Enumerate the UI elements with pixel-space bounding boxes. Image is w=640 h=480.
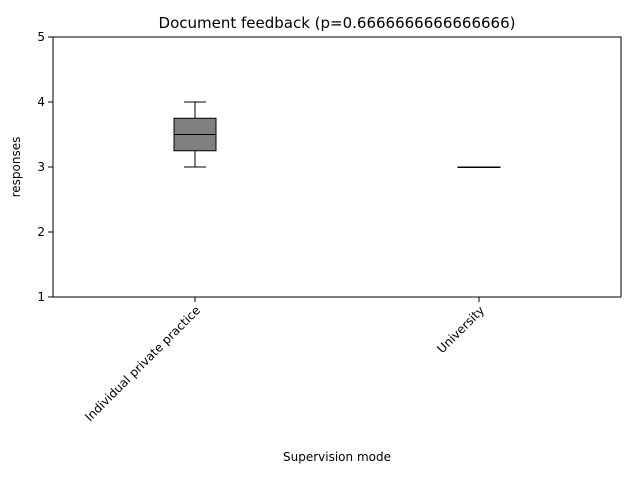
box-series [173,101,501,168]
y-tick-label: 5 [37,30,45,44]
y-tick-label: 3 [37,160,45,174]
x-axis-label: Supervision mode [283,450,391,464]
x-tick-label: University [434,303,487,356]
y-tick-label: 4 [37,95,45,109]
box-plot-item [457,166,501,168]
x-tick-label: Individual private practice [82,303,203,424]
y-tick-label: 2 [37,225,45,239]
chart-title: Document feedback (p=0.6666666666666666) [159,14,516,32]
x-axis: Individual private practice University [82,297,487,424]
y-axis-label: responses [9,137,23,198]
box-plot-item [173,101,217,168]
y-axis: 1 2 3 4 5 [37,30,53,304]
plot-area-frame [52,36,622,298]
y-tick-label: 1 [37,290,45,304]
